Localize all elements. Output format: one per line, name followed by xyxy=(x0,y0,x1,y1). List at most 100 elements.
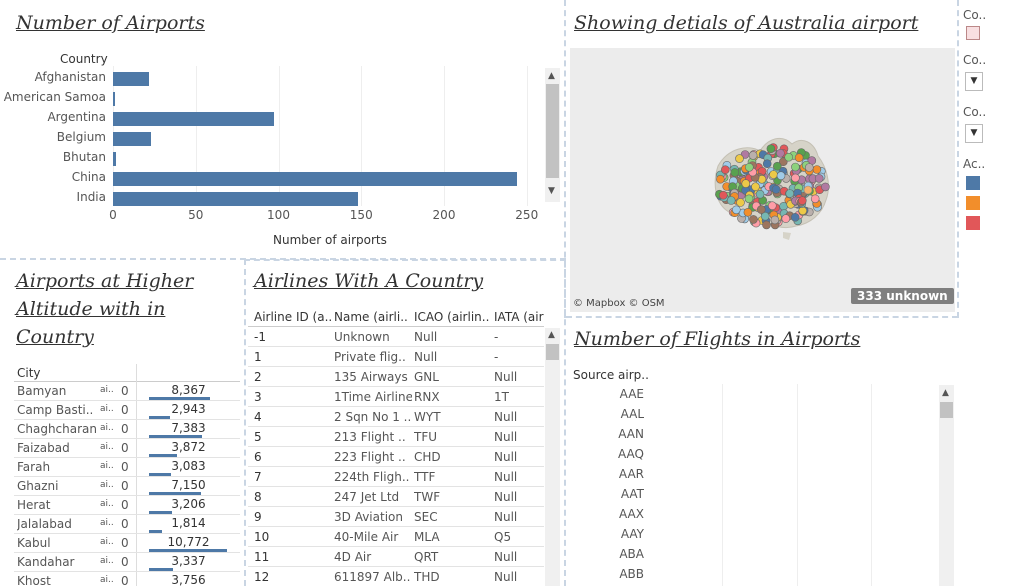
scroll-down-icon[interactable]: ▼ xyxy=(548,186,555,196)
airport-dot[interactable] xyxy=(779,202,788,211)
map-canvas[interactable]: © Mapbox © OSM 333 unknown xyxy=(570,48,955,312)
airlines-scrollbar[interactable] xyxy=(545,328,560,586)
altitude-bar[interactable] xyxy=(149,416,171,420)
table-row[interactable]: 2 135 Airways GNL Null xyxy=(248,367,546,387)
airports-scrollbar-thumb[interactable] xyxy=(546,84,559,178)
airport-dot[interactable] xyxy=(803,185,813,195)
country-bar[interactable] xyxy=(113,92,115,106)
airport-dot[interactable] xyxy=(730,168,740,177)
airlines-column-header[interactable]: Airline ID (a.. xyxy=(254,310,332,324)
airport-dot[interactable] xyxy=(784,152,793,162)
airport-dot[interactable] xyxy=(719,190,728,200)
airlines-scrollbar-thumb[interactable] xyxy=(546,344,559,360)
altitude-bar[interactable] xyxy=(149,530,163,534)
airport-dot[interactable] xyxy=(721,165,730,174)
legend-swatch-red[interactable] xyxy=(966,216,980,230)
chevron-down-icon[interactable]: ▼ xyxy=(965,124,983,143)
source-airport-code[interactable]: AAL xyxy=(620,407,644,421)
airport-dot[interactable] xyxy=(773,161,782,171)
source-airport-code[interactable]: AAE xyxy=(619,387,644,401)
table-row[interactable]: Bamyan ai.. 0 8,367 xyxy=(0,382,242,401)
airport-dot[interactable] xyxy=(760,211,770,221)
country-bar[interactable] xyxy=(113,192,358,206)
table-row[interactable]: 3 1Time Airline RNX 1T xyxy=(248,387,546,407)
table-row[interactable]: 4 2 Sqn No 1 .. WYT Null xyxy=(248,407,546,427)
source-airport-code[interactable]: ABB xyxy=(619,567,644,581)
airport-dot[interactable] xyxy=(776,149,785,158)
altitude-bar[interactable] xyxy=(149,568,174,572)
source-airport-code[interactable]: AAR xyxy=(618,467,644,481)
flights-scrollbar[interactable] xyxy=(939,385,954,586)
legend-swatch-orange[interactable] xyxy=(966,196,980,210)
altitude-bar[interactable] xyxy=(149,549,227,553)
table-row[interactable]: Khost ai.. 0 3,756 xyxy=(0,572,242,586)
airport-dot[interactable] xyxy=(745,163,754,172)
table-row[interactable]: 6 223 Flight .. CHD Null xyxy=(248,447,546,467)
scroll-up-icon[interactable]: ▲ xyxy=(548,71,555,81)
airport-dot[interactable] xyxy=(776,171,786,180)
source-airport-code[interactable]: AAX xyxy=(619,507,644,521)
airport-dot[interactable] xyxy=(791,173,800,183)
table-row[interactable]: Chaghcharan ai.. 0 7,383 xyxy=(0,420,242,439)
table-row[interactable]: 8 247 Jet Ltd TWF Null xyxy=(248,487,546,507)
table-row[interactable]: Ghazni ai.. 0 7,150 xyxy=(0,477,242,496)
table-row[interactable]: Camp Basti.. ai.. 0 2,943 xyxy=(0,401,242,420)
airport-dot[interactable] xyxy=(762,159,772,168)
airport-dot[interactable] xyxy=(755,189,765,199)
flights-scrollbar-thumb[interactable] xyxy=(940,402,953,418)
airport-dot[interactable] xyxy=(814,174,824,183)
airport-dot[interactable] xyxy=(798,196,807,205)
airport-dot[interactable] xyxy=(821,182,830,192)
source-airport-code[interactable]: AAT xyxy=(620,487,644,501)
airport-dot[interactable] xyxy=(791,162,800,172)
australia-airports-map[interactable] xyxy=(570,48,955,312)
airport-dot[interactable] xyxy=(735,154,744,163)
altitude-bar[interactable] xyxy=(149,473,172,477)
unknown-badge[interactable]: 333 unknown xyxy=(851,288,954,304)
airport-dot[interactable] xyxy=(757,205,766,214)
airport-dot[interactable] xyxy=(732,205,741,215)
airport-dot[interactable] xyxy=(771,185,781,194)
airport-dot[interactable] xyxy=(798,206,807,216)
airport-dot[interactable] xyxy=(805,163,814,172)
source-airport-code[interactable]: ABA xyxy=(619,547,644,561)
table-row[interactable]: Farah ai.. 0 3,083 xyxy=(0,458,242,477)
source-airport-code[interactable]: AAY xyxy=(620,527,644,541)
airlines-column-header[interactable]: ICAO (airlin.. xyxy=(414,310,490,324)
country-bar[interactable] xyxy=(113,172,517,186)
country-bar[interactable] xyxy=(113,112,274,126)
airport-dot[interactable] xyxy=(736,198,745,207)
chevron-down-icon[interactable]: ▼ xyxy=(965,72,983,91)
airport-dot[interactable] xyxy=(741,179,751,188)
table-row[interactable]: 9 3D Aviation SEC Null xyxy=(248,507,546,527)
airport-dot[interactable] xyxy=(748,151,758,160)
table-row[interactable]: Jalalabad ai.. 0 1,814 xyxy=(0,515,242,534)
airlines-column-header[interactable]: IATA (air xyxy=(494,310,544,324)
airlines-column-header[interactable]: Name (airli.. xyxy=(334,310,408,324)
airport-dot[interactable] xyxy=(794,153,804,162)
airport-dot[interactable] xyxy=(768,201,777,210)
airport-dot[interactable] xyxy=(744,194,754,204)
airport-dot[interactable] xyxy=(770,215,780,225)
airport-dot[interactable] xyxy=(812,165,822,174)
altitude-bar[interactable] xyxy=(149,492,201,496)
altitude-bar[interactable] xyxy=(149,454,178,458)
table-row[interactable]: 5 213 Flight .. TFU Null xyxy=(248,427,546,447)
table-row[interactable]: Faizabad ai.. 0 3,872 xyxy=(0,439,242,458)
country-bar[interactable] xyxy=(113,132,152,146)
table-row[interactable]: 7 224th Fligh.. TTF Null xyxy=(248,467,546,487)
table-row[interactable]: Herat ai.. 0 3,206 xyxy=(0,496,242,515)
table-row[interactable]: 10 40-Mile Air MLA Q5 xyxy=(248,527,546,547)
table-row[interactable]: Kabul ai.. 0 10,772 xyxy=(0,534,242,553)
table-row[interactable]: 1 Private flig.. Null - xyxy=(248,347,546,367)
airport-dot[interactable] xyxy=(743,208,753,217)
table-row[interactable]: -1 Unknown Null - xyxy=(248,327,546,347)
airport-dot[interactable] xyxy=(766,144,776,153)
airport-dot[interactable] xyxy=(751,182,760,191)
legend-color-swatch[interactable] xyxy=(966,26,980,40)
legend-swatch-blue[interactable] xyxy=(966,176,980,190)
airport-dot[interactable] xyxy=(762,220,771,230)
source-airport-code[interactable]: AAN xyxy=(618,427,644,441)
airport-dot[interactable] xyxy=(716,174,725,184)
table-row[interactable]: Kandahar ai.. 0 3,337 xyxy=(0,553,242,572)
